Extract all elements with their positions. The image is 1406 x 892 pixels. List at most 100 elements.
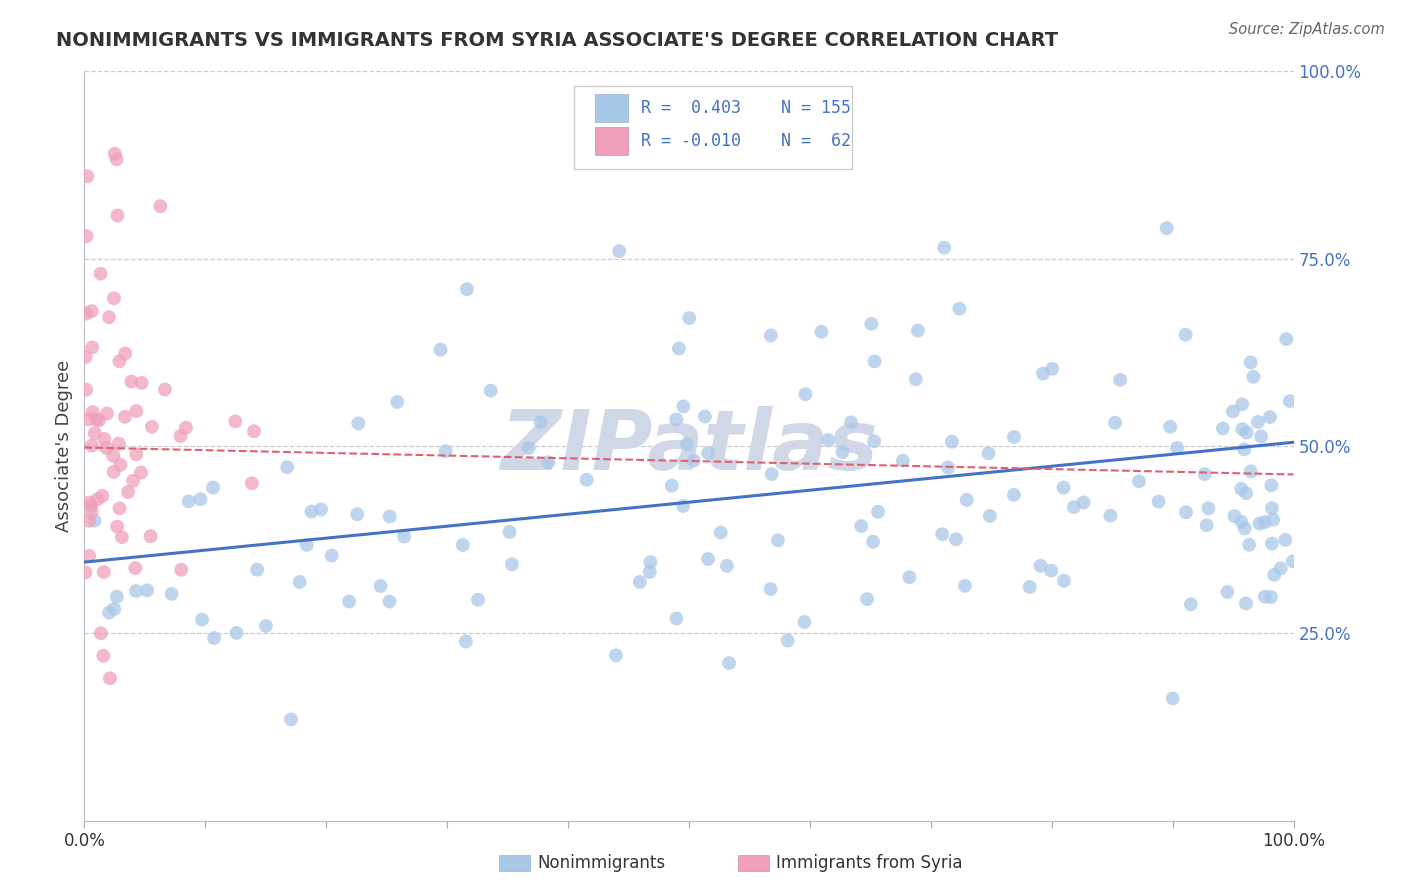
Point — [672, 400, 695, 414]
Point — [1260, 478, 1282, 492]
Point — [93, 648, 115, 663]
Point — [80, 438, 103, 452]
Y-axis label: Associate's Degree: Associate's Degree — [55, 359, 73, 533]
Point — [276, 460, 298, 475]
Point — [107, 209, 129, 223]
Point — [794, 387, 817, 401]
Point — [945, 533, 967, 547]
Point — [96, 441, 118, 455]
Point — [530, 416, 553, 430]
Point — [190, 492, 212, 507]
Point — [75, 566, 97, 580]
Point — [1166, 441, 1188, 455]
Point — [77, 549, 100, 563]
Point — [936, 460, 959, 475]
Point — [295, 538, 318, 552]
Text: R =  0.403    N = 155: R = 0.403 N = 155 — [641, 99, 851, 117]
Point — [76, 229, 98, 244]
Point — [1109, 373, 1132, 387]
Text: ZIPatlas: ZIPatlas — [501, 406, 877, 486]
Point — [149, 199, 172, 213]
Point — [76, 169, 98, 184]
Point — [575, 473, 598, 487]
Point — [170, 563, 193, 577]
Point — [640, 555, 662, 569]
Point — [177, 494, 200, 508]
Point — [607, 244, 630, 258]
Point — [862, 534, 884, 549]
Point — [498, 524, 520, 539]
Point — [309, 502, 332, 516]
Point — [1254, 590, 1277, 604]
Point — [80, 304, 103, 318]
Point — [224, 414, 246, 428]
Point — [1216, 585, 1239, 599]
Point — [125, 584, 148, 599]
Point — [605, 648, 627, 663]
Point — [104, 146, 127, 161]
Point — [169, 429, 191, 443]
Point — [90, 626, 112, 640]
Point — [501, 558, 523, 572]
Point — [1180, 597, 1202, 611]
Point — [131, 376, 153, 390]
Point — [288, 574, 311, 589]
Point — [682, 453, 704, 467]
Point — [1156, 221, 1178, 235]
Point — [860, 317, 883, 331]
Point — [153, 383, 176, 397]
Point — [1147, 494, 1170, 508]
Point — [392, 529, 415, 543]
Point — [898, 570, 921, 584]
Point — [1032, 367, 1054, 381]
Point — [1236, 425, 1258, 440]
Point — [1073, 495, 1095, 509]
Point — [1197, 501, 1219, 516]
Point — [1258, 409, 1281, 424]
Bar — [595, 94, 628, 122]
Text: NONIMMIGRANTS VS IMMIGRANTS FROM SYRIA ASSOCIATE'S DEGREE CORRELATION CHART: NONIMMIGRANTS VS IMMIGRANTS FROM SYRIA A… — [56, 31, 1059, 50]
Point — [1099, 508, 1122, 523]
Point — [761, 467, 783, 481]
Point — [810, 325, 832, 339]
Point — [759, 582, 782, 596]
Point — [108, 501, 131, 516]
Point — [243, 424, 266, 438]
Point — [129, 466, 152, 480]
Point — [103, 449, 125, 463]
Point — [1249, 516, 1271, 531]
Point — [851, 519, 873, 533]
Point — [1002, 430, 1025, 444]
Point — [82, 405, 104, 419]
Point — [1052, 481, 1074, 495]
Point — [120, 375, 142, 389]
Point — [710, 525, 733, 540]
Point — [1174, 327, 1197, 342]
Point — [467, 592, 489, 607]
Point — [429, 343, 451, 357]
Point — [697, 446, 720, 460]
Point — [948, 301, 970, 316]
Point — [479, 384, 502, 398]
Point — [1223, 509, 1246, 524]
Point — [301, 505, 323, 519]
Point — [1053, 574, 1076, 588]
Point — [124, 561, 146, 575]
Point — [665, 611, 688, 625]
Point — [718, 656, 741, 670]
Point — [1260, 590, 1282, 604]
Point — [1194, 467, 1216, 482]
Point — [953, 579, 976, 593]
Point — [378, 509, 401, 524]
FancyBboxPatch shape — [574, 87, 852, 169]
Point — [1230, 482, 1253, 496]
Point — [977, 446, 1000, 460]
Point — [110, 458, 132, 472]
Point — [1275, 332, 1298, 346]
Point — [105, 152, 128, 166]
Point — [385, 395, 408, 409]
Point — [1263, 567, 1285, 582]
Text: Source: ZipAtlas.com: Source: ZipAtlas.com — [1229, 22, 1385, 37]
Point — [111, 530, 134, 544]
Point — [98, 671, 121, 685]
